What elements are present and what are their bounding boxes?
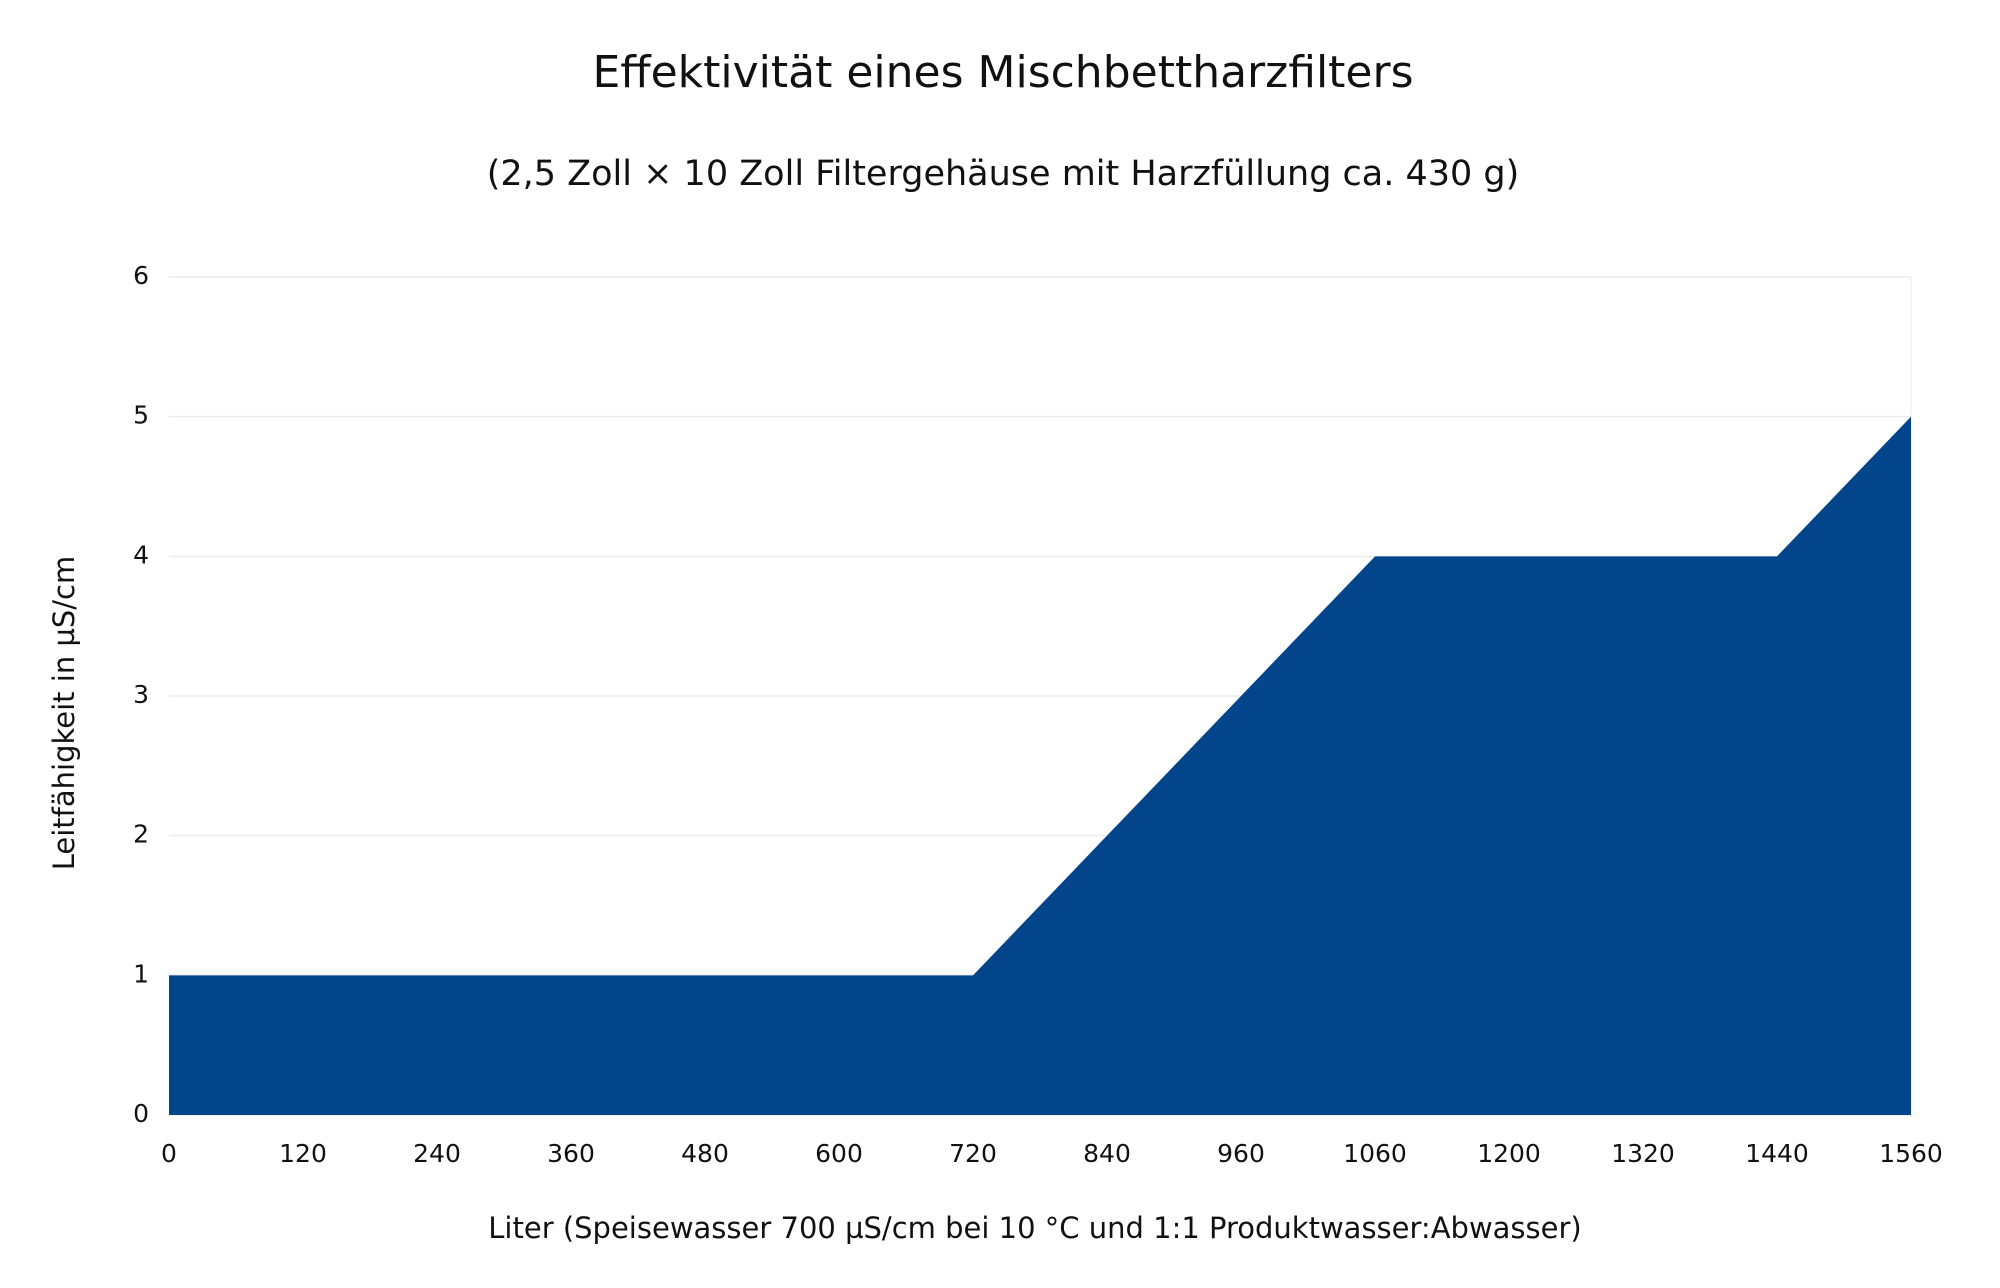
x-axis-label: Liter (Speisewasser 700 µS/cm bei 10 °C … (488, 1211, 1581, 1245)
y-tick-label: 2 (133, 820, 149, 849)
chart-subtitle: (2,5 Zoll × 10 Zoll Filtergehäuse mit Ha… (487, 154, 1520, 194)
y-tick-label: 1 (133, 959, 149, 988)
x-tick-label: 960 (1217, 1139, 1265, 1168)
y-tick-label: 3 (133, 680, 149, 709)
x-tick-label: 840 (1083, 1139, 1131, 1168)
y-tick-label: 6 (133, 261, 149, 290)
y-tick-label: 5 (133, 401, 149, 430)
x-tick-label: 1060 (1343, 1139, 1407, 1168)
x-tick-label: 480 (681, 1139, 729, 1168)
x-tick-label: 240 (413, 1139, 461, 1168)
chart-title: Effektivität eines Mischbettharzfilters (592, 47, 1413, 98)
x-tick-label: 360 (547, 1139, 595, 1168)
x-tick-label: 720 (949, 1139, 997, 1168)
x-tick-label: 1560 (1879, 1139, 1943, 1168)
x-tick-label: 1200 (1477, 1139, 1541, 1168)
area (169, 416, 1911, 1116)
y-tick-label: 4 (133, 540, 149, 569)
x-tick-label: 0 (161, 1139, 177, 1168)
y-tick-label: 0 (133, 1099, 149, 1128)
x-tick-label: 1440 (1745, 1139, 1809, 1168)
x-tick-label: 1320 (1611, 1139, 1675, 1168)
x-tick-label: 120 (279, 1139, 327, 1168)
y-axis-label: Leitfähigkeit in µS/cm (47, 556, 81, 870)
x-tick-label: 600 (815, 1139, 863, 1168)
